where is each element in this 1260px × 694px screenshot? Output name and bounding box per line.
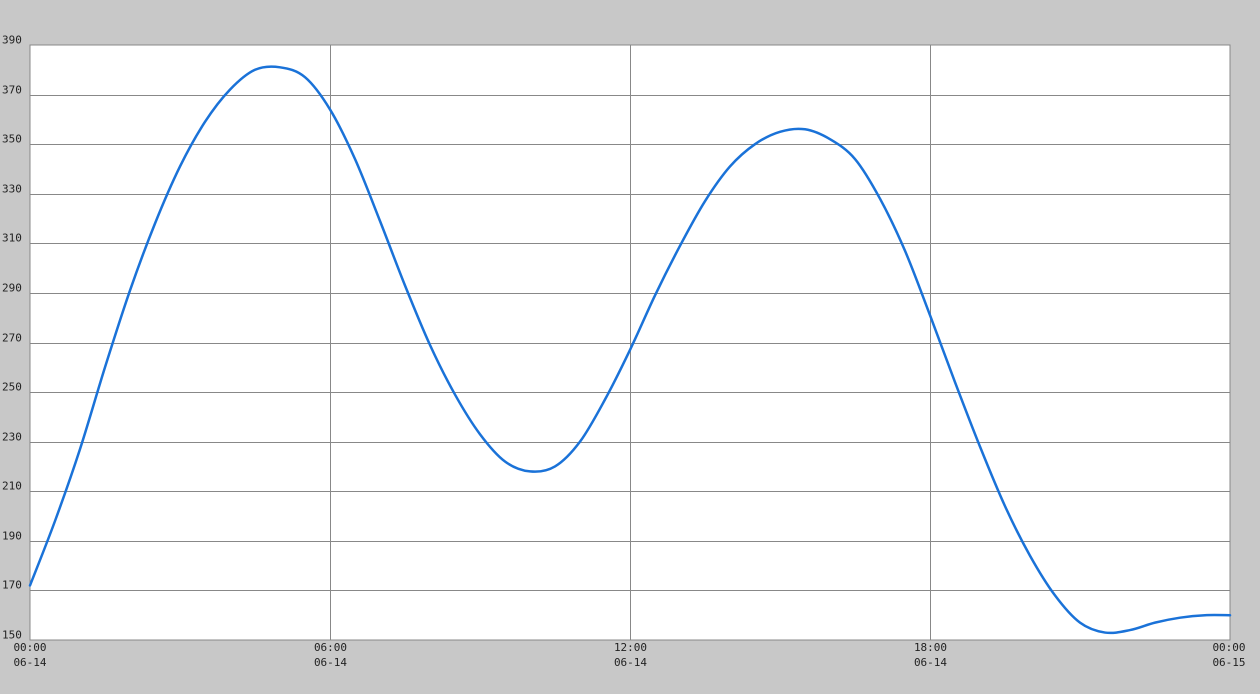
y-tick-label: 270	[2, 332, 22, 345]
y-tick-label: 190	[2, 530, 22, 543]
y-tick-label: 210	[2, 480, 22, 493]
y-tick-label: 170	[2, 579, 22, 592]
x-tick-time-label: 12:00	[614, 641, 647, 654]
y-tick-label: 330	[2, 183, 22, 196]
y-tick-label: 230	[2, 431, 22, 444]
grid-lines	[30, 45, 1230, 640]
y-tick-label: 350	[2, 133, 22, 146]
series-line	[28, 65, 1232, 635]
x-tick-date-label: 06-14	[314, 656, 347, 669]
y-tick-label: 250	[2, 381, 22, 394]
x-tick-date-label: 06-14	[914, 656, 947, 669]
x-tick-time-label: 00:00	[1212, 641, 1245, 654]
y-tick-label: 370	[2, 84, 22, 97]
y-tick-label: 310	[2, 232, 22, 245]
x-tick-date-label: 06-14	[13, 656, 46, 669]
y-tick-label: 290	[2, 282, 22, 295]
x-tick-time-label: 18:00	[914, 641, 947, 654]
y-tick-label: 150	[2, 629, 22, 642]
tick-labels: 150 170 190 210 230 250 270 290 310 330 350 370 390 0…	[2, 34, 1246, 670]
x-tick-date-label: 06-15	[1212, 656, 1245, 669]
x-tick-date-label: 06-14	[614, 656, 647, 669]
x-tick-time-label: 00:00	[13, 641, 46, 654]
x-tick-time-label: 06:00	[314, 641, 347, 654]
y-tick-label: 390	[2, 34, 22, 47]
